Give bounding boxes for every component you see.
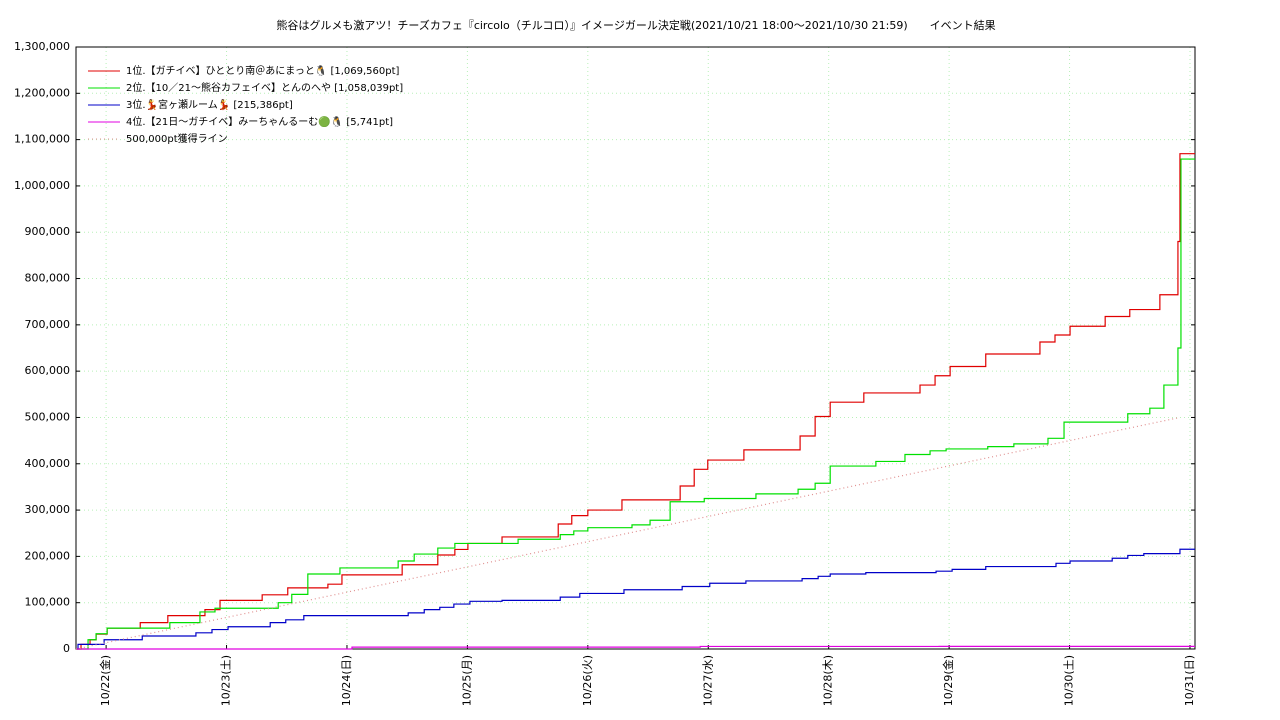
y-tick-label: 1,300,000 — [14, 40, 70, 53]
x-tick-label: 10/23(土) — [220, 655, 233, 706]
y-tick-label: 1,200,000 — [14, 86, 70, 99]
legend-label: 1位.【ガチイベ】ひととり南＠あにまっと🐧 [1,069,560pt] — [126, 64, 400, 77]
x-tick-label: 10/22(金) — [98, 655, 112, 706]
y-tick-label: 200,000 — [25, 549, 71, 562]
y-tick-label: 500,000 — [25, 410, 71, 423]
y-tick-label: 1,000,000 — [14, 179, 70, 192]
series-line — [75, 416, 1181, 650]
x-tick-label: 10/24(日) — [340, 655, 353, 706]
x-tick-label: 10/27(水) — [701, 655, 714, 706]
x-tick-label: 10/30(土) — [1063, 655, 1076, 706]
legend-label: 2位.【10／21〜熊谷カフェイベ】とんのへや [1,058,039pt] — [126, 81, 403, 94]
x-tick-label: 10/26(火) — [581, 655, 594, 706]
y-tick-label: 800,000 — [25, 272, 71, 285]
x-tick-label: 10/29(金) — [941, 655, 955, 706]
y-tick-label: 0 — [63, 642, 70, 655]
x-tick-label: 10/28(木) — [822, 655, 835, 706]
legend-label: 4位.【21日〜ガチイベ】みーちゃんるーむ🟢🐧 [5,741pt] — [126, 115, 393, 128]
series-line — [76, 645, 1195, 650]
legend-label: 3位.💃宮ヶ瀬ルーム💃 [215,386pt] — [126, 98, 293, 111]
y-tick-label: 300,000 — [25, 503, 71, 516]
legend-label: 500,000pt獲得ライン — [126, 132, 228, 145]
plot-frame — [75, 46, 1196, 650]
series-line — [76, 158, 1195, 650]
x-tick-label: 10/31(日) — [1183, 655, 1196, 706]
y-tick-label: 1,100,000 — [14, 133, 70, 146]
series-line — [76, 548, 1195, 650]
legend: 1位.【ガチイベ】ひととり南＠あにまっと🐧 [1,069,560pt] 2位.【1… — [88, 64, 403, 145]
y-tick-label: 600,000 — [25, 364, 71, 377]
y-tick-label: 100,000 — [25, 596, 71, 609]
series-line — [76, 153, 1195, 650]
y-tick-label: 900,000 — [25, 225, 71, 238]
y-tick-label: 400,000 — [25, 457, 71, 470]
chart-title: 熊谷はグルメも激アツ！チーズカフェ『circolo（チルコロ）』イメージガール決… — [276, 18, 995, 32]
y-tick-label: 700,000 — [25, 318, 71, 331]
x-tick-label: 10/25(月) — [460, 655, 473, 706]
